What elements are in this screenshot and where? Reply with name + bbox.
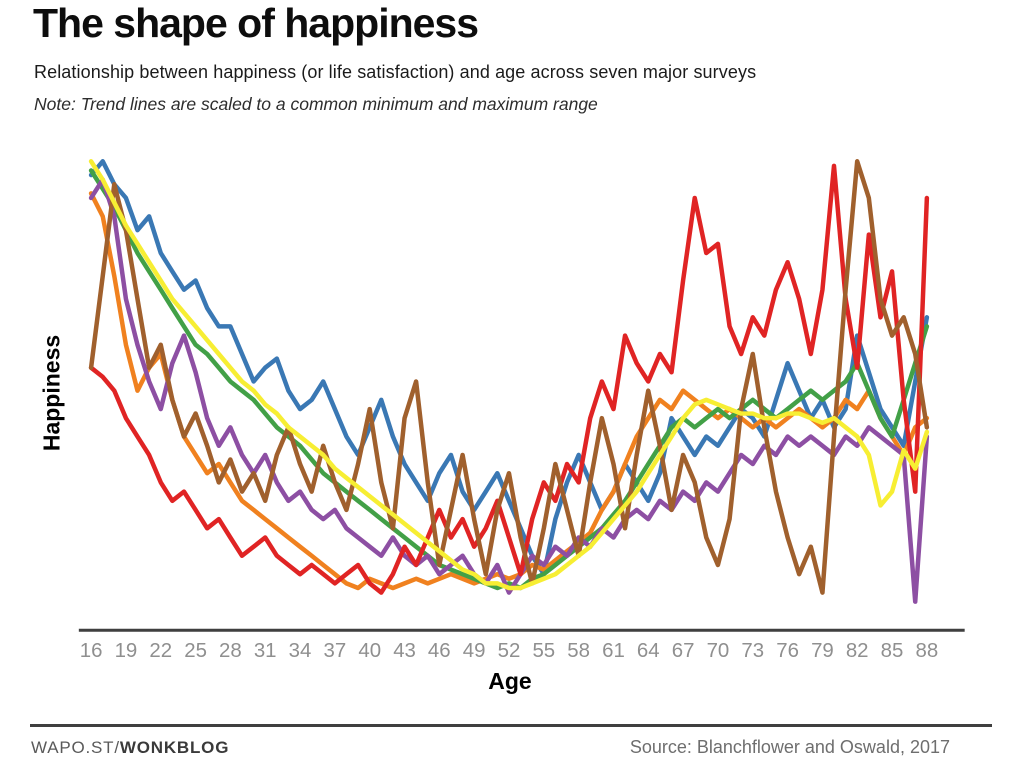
series-line-yellow	[88, 159, 930, 591]
x-tick-label-28: 28	[219, 640, 242, 662]
x-tick-label-22: 22	[149, 640, 172, 662]
x-tick-label-88: 88	[916, 640, 939, 662]
brand-bold: WONKBLOG	[119, 738, 230, 757]
x-tick-label-37: 37	[324, 640, 347, 662]
series-line-brown	[88, 159, 930, 595]
series-line-green	[88, 168, 930, 591]
x-tick-label-61: 61	[602, 640, 625, 662]
wonkblog-brand: WAPO.ST/WONKBLOG	[31, 738, 229, 758]
x-tick-label-52: 52	[498, 640, 521, 662]
x-tick-label-82: 82	[846, 640, 869, 662]
x-tick-label-43: 43	[393, 640, 416, 662]
x-tick-label-76: 76	[776, 640, 799, 662]
x-tick-label-67: 67	[672, 640, 695, 662]
line-chart-plot-area: 16 19 22 25 28 31 34 37 40 43 46 49 52 55 58 61 64 67 70 73…	[78, 159, 965, 662]
x-axis-label: Age	[488, 668, 532, 694]
x-tick-label-40: 40	[358, 640, 381, 662]
chart-note: Note: Trend lines are scaled to a common…	[34, 94, 598, 114]
series-line-orange	[88, 191, 930, 591]
x-tick-label-19: 19	[115, 640, 138, 662]
brand-prefix: WAPO.ST/	[31, 738, 120, 757]
x-tick-label-64: 64	[637, 640, 660, 662]
page-title: The shape of happiness	[33, 0, 479, 46]
series-line-blue	[88, 159, 930, 577]
x-tick-label-85: 85	[881, 640, 904, 662]
x-tick-label-79: 79	[811, 640, 834, 662]
x-tick-label-16: 16	[80, 640, 103, 662]
series-line-red	[88, 163, 930, 595]
chart-subtitle: Relationship between happiness (or life …	[34, 62, 757, 82]
x-tick-label-25: 25	[184, 640, 207, 662]
source-credit: Source: Blanchflower and Oswald, 2017	[629, 737, 950, 757]
x-tick-label-55: 55	[532, 640, 555, 662]
series-line-purple	[88, 177, 930, 604]
x-tick-label-73: 73	[741, 640, 764, 662]
footer-divider	[30, 724, 992, 727]
x-tick-label-58: 58	[567, 640, 590, 662]
x-tick-label-49: 49	[463, 640, 486, 662]
x-tick-label-31: 31	[254, 640, 277, 662]
x-tick-label-46: 46	[428, 640, 451, 662]
x-tick-label-70: 70	[707, 640, 730, 662]
x-tick-label-34: 34	[289, 640, 312, 662]
